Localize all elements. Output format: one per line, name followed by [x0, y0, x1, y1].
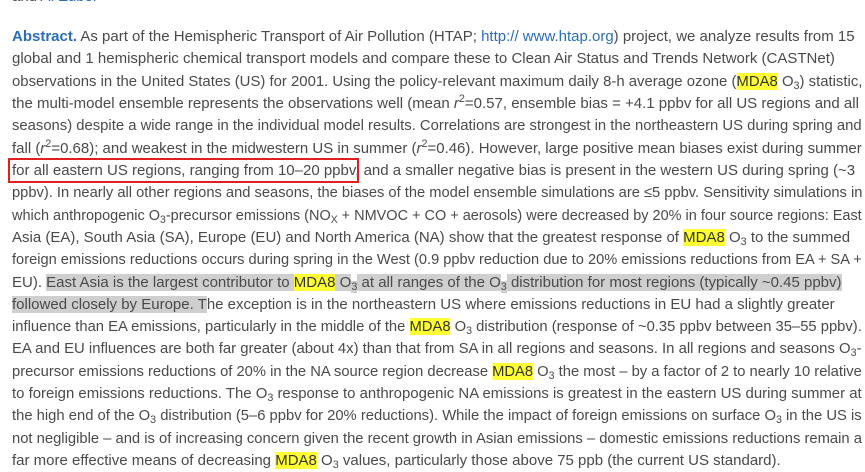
- text: As part of the Hemispheric Transport of …: [77, 28, 482, 45]
- text-line: precursor emissions reductions of 20% in…: [12, 361, 862, 383]
- text-line: for all eastern US regions, ranging from…: [7, 157, 856, 183]
- text: influence than EA emissions, particularl…: [12, 318, 410, 336]
- text-line: Abstract. As part of the Hemispheric Tra…: [12, 26, 855, 48]
- mda: MDA8: [736, 72, 778, 90]
- italic: r: [40, 139, 46, 157]
- text: far more effective means of decreasing: [12, 452, 276, 470]
- text: , and a smaller negative bias is present…: [355, 161, 856, 179]
- text-line: EU). East Asia is the largest contributo…: [12, 272, 842, 294]
- text: O: [316, 452, 333, 470]
- italic: r: [453, 94, 459, 112]
- sub: 3: [775, 414, 782, 427]
- text: values, particularly those above 75 ppb …: [338, 452, 781, 470]
- text-line: the multi-model ensemble represents the …: [12, 93, 859, 115]
- text-line: ppbv). In nearly all other regions and s…: [12, 182, 862, 204]
- boxed: for all eastern US regions, ranging from…: [7, 157, 360, 183]
- text-line: seasons) despite a wide range in the ind…: [12, 115, 862, 137]
- text: to the summed: [746, 228, 851, 246]
- text: distribution (5–6 ppbv for 20% reduction…: [156, 407, 776, 425]
- text: the multi-model ensemble represents the …: [12, 94, 454, 112]
- sub: 3: [150, 414, 157, 427]
- text: =0.57, ensemble bias = +4.1 ppbv for all…: [464, 94, 859, 112]
- text: not negligible – and is of increasing co…: [12, 429, 862, 447]
- text-line: global and 1 hemispheric chemical transp…: [12, 48, 835, 70]
- text: EA and EU influences are both far greate…: [12, 340, 851, 358]
- text: -: [856, 340, 862, 358]
- text: seasons) despite a wide range in the ind…: [12, 117, 862, 135]
- mda: MDA8: [492, 362, 534, 380]
- text-line: the high end of the O3 distribution (5–6…: [12, 405, 862, 427]
- sup: 2: [45, 137, 52, 150]
- sub: 3: [850, 347, 857, 360]
- text-line: EA and EU influences are both far greate…: [12, 338, 862, 360]
- sub: 3: [267, 392, 274, 405]
- sub: 3: [332, 459, 339, 472]
- sub: 3: [500, 280, 507, 293]
- text: O: [450, 318, 467, 336]
- grey: O: [335, 273, 352, 291]
- sub: 3: [740, 235, 747, 248]
- mda: MDA8: [409, 318, 451, 336]
- text-line: influence than EA emissions, particularl…: [12, 316, 862, 338]
- text: + NMVOC + CO + aerosols) were decreased …: [337, 206, 862, 224]
- grey: at all ranges of the O: [357, 273, 501, 291]
- text: ppbv). In nearly all other regions and s…: [12, 184, 863, 202]
- text: which anthropogenic O: [12, 206, 161, 224]
- text: in the US is: [781, 407, 862, 425]
- text: the high end of the O: [12, 407, 151, 425]
- text: ) project, we analyze results from 15: [613, 28, 855, 45]
- mda: MDA8: [683, 228, 725, 246]
- grey: distribution for most regions (typically…: [506, 273, 842, 291]
- sub: 3: [793, 79, 800, 92]
- sup: 2: [421, 137, 428, 150]
- link[interactable]: http:// www.htap.org: [481, 28, 614, 45]
- text: to foreign emissions reductions. The O: [12, 385, 268, 403]
- sub: 3: [160, 213, 166, 226]
- text: =0.68); and weakest in the midwestern US…: [51, 139, 417, 157]
- link: Abstract.: [12, 28, 78, 45]
- text: foreign emissions reductions occurs duri…: [12, 251, 862, 269]
- grey: East Asia is the largest contributor to: [46, 273, 294, 291]
- text: precursor emissions reductions of 20% in…: [12, 362, 493, 380]
- text: fall (: [12, 139, 41, 157]
- text-line: to foreign emissions reductions. The O3 …: [12, 383, 862, 405]
- sup: 2: [458, 92, 465, 105]
- sub: 3: [466, 325, 473, 338]
- text: observations in the United States (US) f…: [12, 72, 737, 90]
- text: O: [724, 228, 741, 246]
- text: global and 1 hemispheric chemical transp…: [12, 50, 835, 68]
- sub: 3: [351, 280, 358, 293]
- text: -precursor emissions (NO: [165, 206, 331, 224]
- text: Asia (EA), South Asia (SA), Europe (EU) …: [12, 228, 684, 246]
- link[interactable]: A. Zuber: [40, 0, 98, 5]
- italic: r: [416, 139, 422, 157]
- text-line: which anthropogenic O3-precursor emissio…: [12, 205, 862, 227]
- text-line: observations in the United States (US) f…: [12, 71, 862, 93]
- text: O: [777, 72, 794, 90]
- text: distribution (response of ~0.35 ppbv bet…: [472, 318, 862, 336]
- mda: MDA8: [275, 452, 317, 470]
- text: he exception is in the northeastern US w…: [206, 295, 835, 313]
- text-line: not negligible – and is of increasing co…: [12, 428, 862, 450]
- text-line: foreign emissions reductions occurs duri…: [12, 249, 862, 271]
- text: EU).: [12, 273, 47, 291]
- text-line: Asia (EA), South Asia (SA), Europe (EU) …: [12, 227, 850, 249]
- text: response to anthropogenic NA emissions i…: [273, 385, 862, 403]
- text-line: followed closely by Europe. The exceptio…: [12, 294, 835, 316]
- text-line: far more effective means of decreasing M…: [12, 450, 781, 472]
- sub: 3: [548, 369, 555, 382]
- text: ) statistic,: [799, 72, 863, 90]
- text-line: and A. Zuber: [12, 0, 98, 8]
- text-line: fall (r2=0.68); and weakest in the midwe…: [12, 138, 862, 160]
- text: =0.46). However, large positive mean bia…: [427, 139, 862, 157]
- text: O: [533, 362, 549, 380]
- grey: followed closely by Europe. T: [12, 295, 207, 313]
- sub: X: [330, 213, 338, 226]
- text: the most – by a factor of 2 to nearly 10…: [554, 362, 862, 380]
- text: and: [12, 0, 40, 5]
- mda: MDA8: [293, 273, 336, 291]
